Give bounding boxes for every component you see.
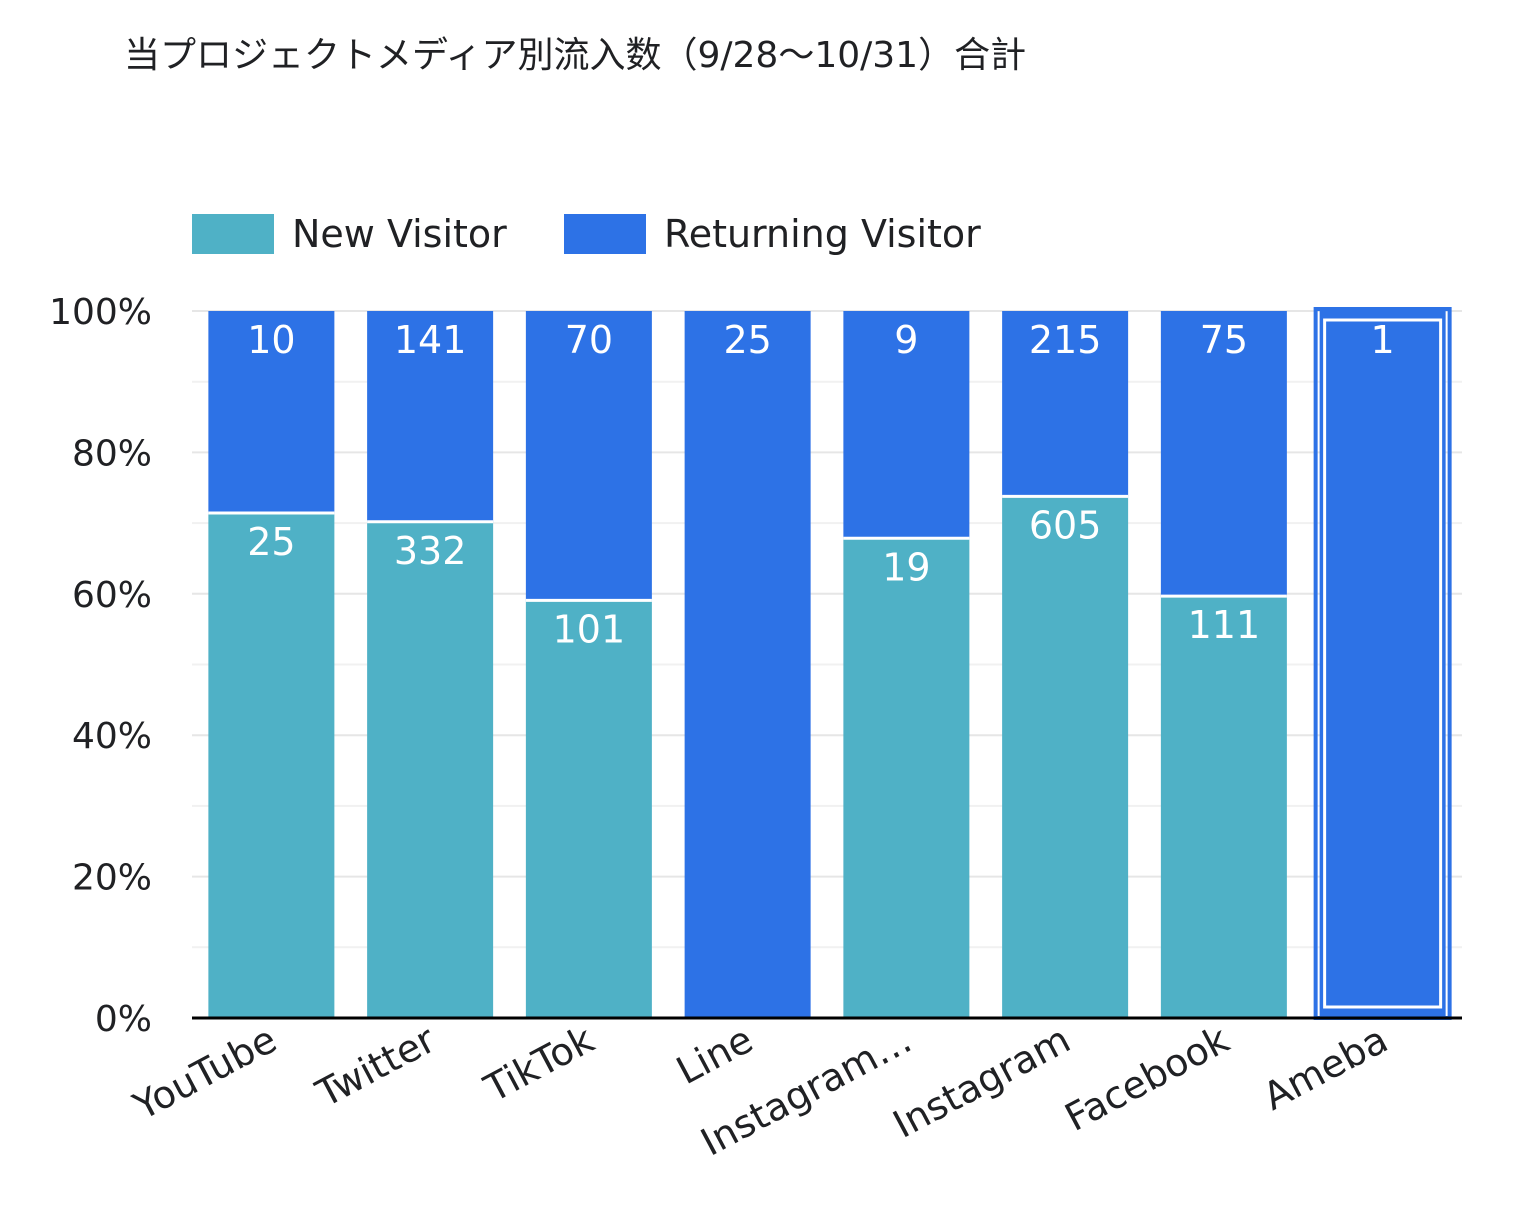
x-category-label: Twitter xyxy=(308,1017,442,1116)
y-tick-label: 100% xyxy=(49,292,152,333)
data-label-new-visitor: 101 xyxy=(553,607,626,651)
data-label-returning-visitor: 25 xyxy=(723,318,771,362)
legend-item-returning-visitor[interactable]: Returning Visitor xyxy=(564,210,981,258)
x-category-label: Line xyxy=(669,1017,760,1093)
bar-returning-visitor[interactable] xyxy=(525,311,652,601)
chart-title: 当プロジェクトメディア別流入数（9/28〜10/31）合計 xyxy=(124,35,1027,76)
data-label-new-visitor: 332 xyxy=(394,529,467,573)
data-label-returning-visitor: 141 xyxy=(394,318,467,362)
legend-label-returning-visitor: Returning Visitor xyxy=(664,212,981,256)
y-tick-label: 60% xyxy=(72,575,152,616)
x-category-label: Instagram xyxy=(886,1017,1077,1147)
y-tick-label: 20% xyxy=(72,858,152,899)
x-category-label: Ameba xyxy=(1256,1017,1395,1119)
bar-highlight-inner xyxy=(1323,318,1443,1009)
bar-returning-visitor[interactable] xyxy=(367,311,494,522)
data-label-returning-visitor: 70 xyxy=(565,318,613,362)
data-label-returning-visitor: 10 xyxy=(247,318,295,362)
data-label-returning-visitor: 215 xyxy=(1029,318,1102,362)
data-label-new-visitor: 605 xyxy=(1029,503,1102,547)
y-tick-label: 0% xyxy=(95,999,152,1040)
bar-returning-visitor[interactable] xyxy=(684,311,811,1018)
legend-swatch-new-visitor xyxy=(192,214,274,254)
data-label-new-visitor: 111 xyxy=(1188,603,1261,647)
data-label-returning-visitor: 75 xyxy=(1200,318,1248,362)
bar-returning-visitor[interactable] xyxy=(1160,311,1287,597)
bar-returning-visitor[interactable] xyxy=(208,311,335,513)
legend-swatch-returning-visitor xyxy=(564,214,646,254)
data-label-new-visitor: 25 xyxy=(247,520,295,564)
bar-new-visitor[interactable] xyxy=(1160,596,1287,1018)
bar-new-visitor[interactable] xyxy=(525,600,652,1018)
x-category-label: Facebook xyxy=(1058,1017,1236,1140)
legend-label-new-visitor: New Visitor xyxy=(292,212,507,256)
y-tick-label: 40% xyxy=(72,716,152,757)
data-label-returning-visitor: 1 xyxy=(1371,318,1395,362)
bar-returning-visitor[interactable] xyxy=(843,311,970,539)
legend-item-new-visitor[interactable]: New Visitor xyxy=(192,210,507,258)
bar-new-visitor[interactable] xyxy=(208,513,335,1018)
x-category-label: TikTok xyxy=(477,1017,602,1111)
data-label-new-visitor: 19 xyxy=(882,545,930,589)
bar-returning-visitor[interactable] xyxy=(1002,311,1129,497)
data-label-returning-visitor: 9 xyxy=(894,318,918,362)
bar-new-visitor[interactable] xyxy=(843,538,970,1018)
y-tick-label: 80% xyxy=(72,433,152,474)
bar-returning-visitor[interactable] xyxy=(1319,311,1446,1018)
bar-new-visitor[interactable] xyxy=(1002,496,1129,1018)
bar-new-visitor[interactable] xyxy=(367,521,494,1018)
